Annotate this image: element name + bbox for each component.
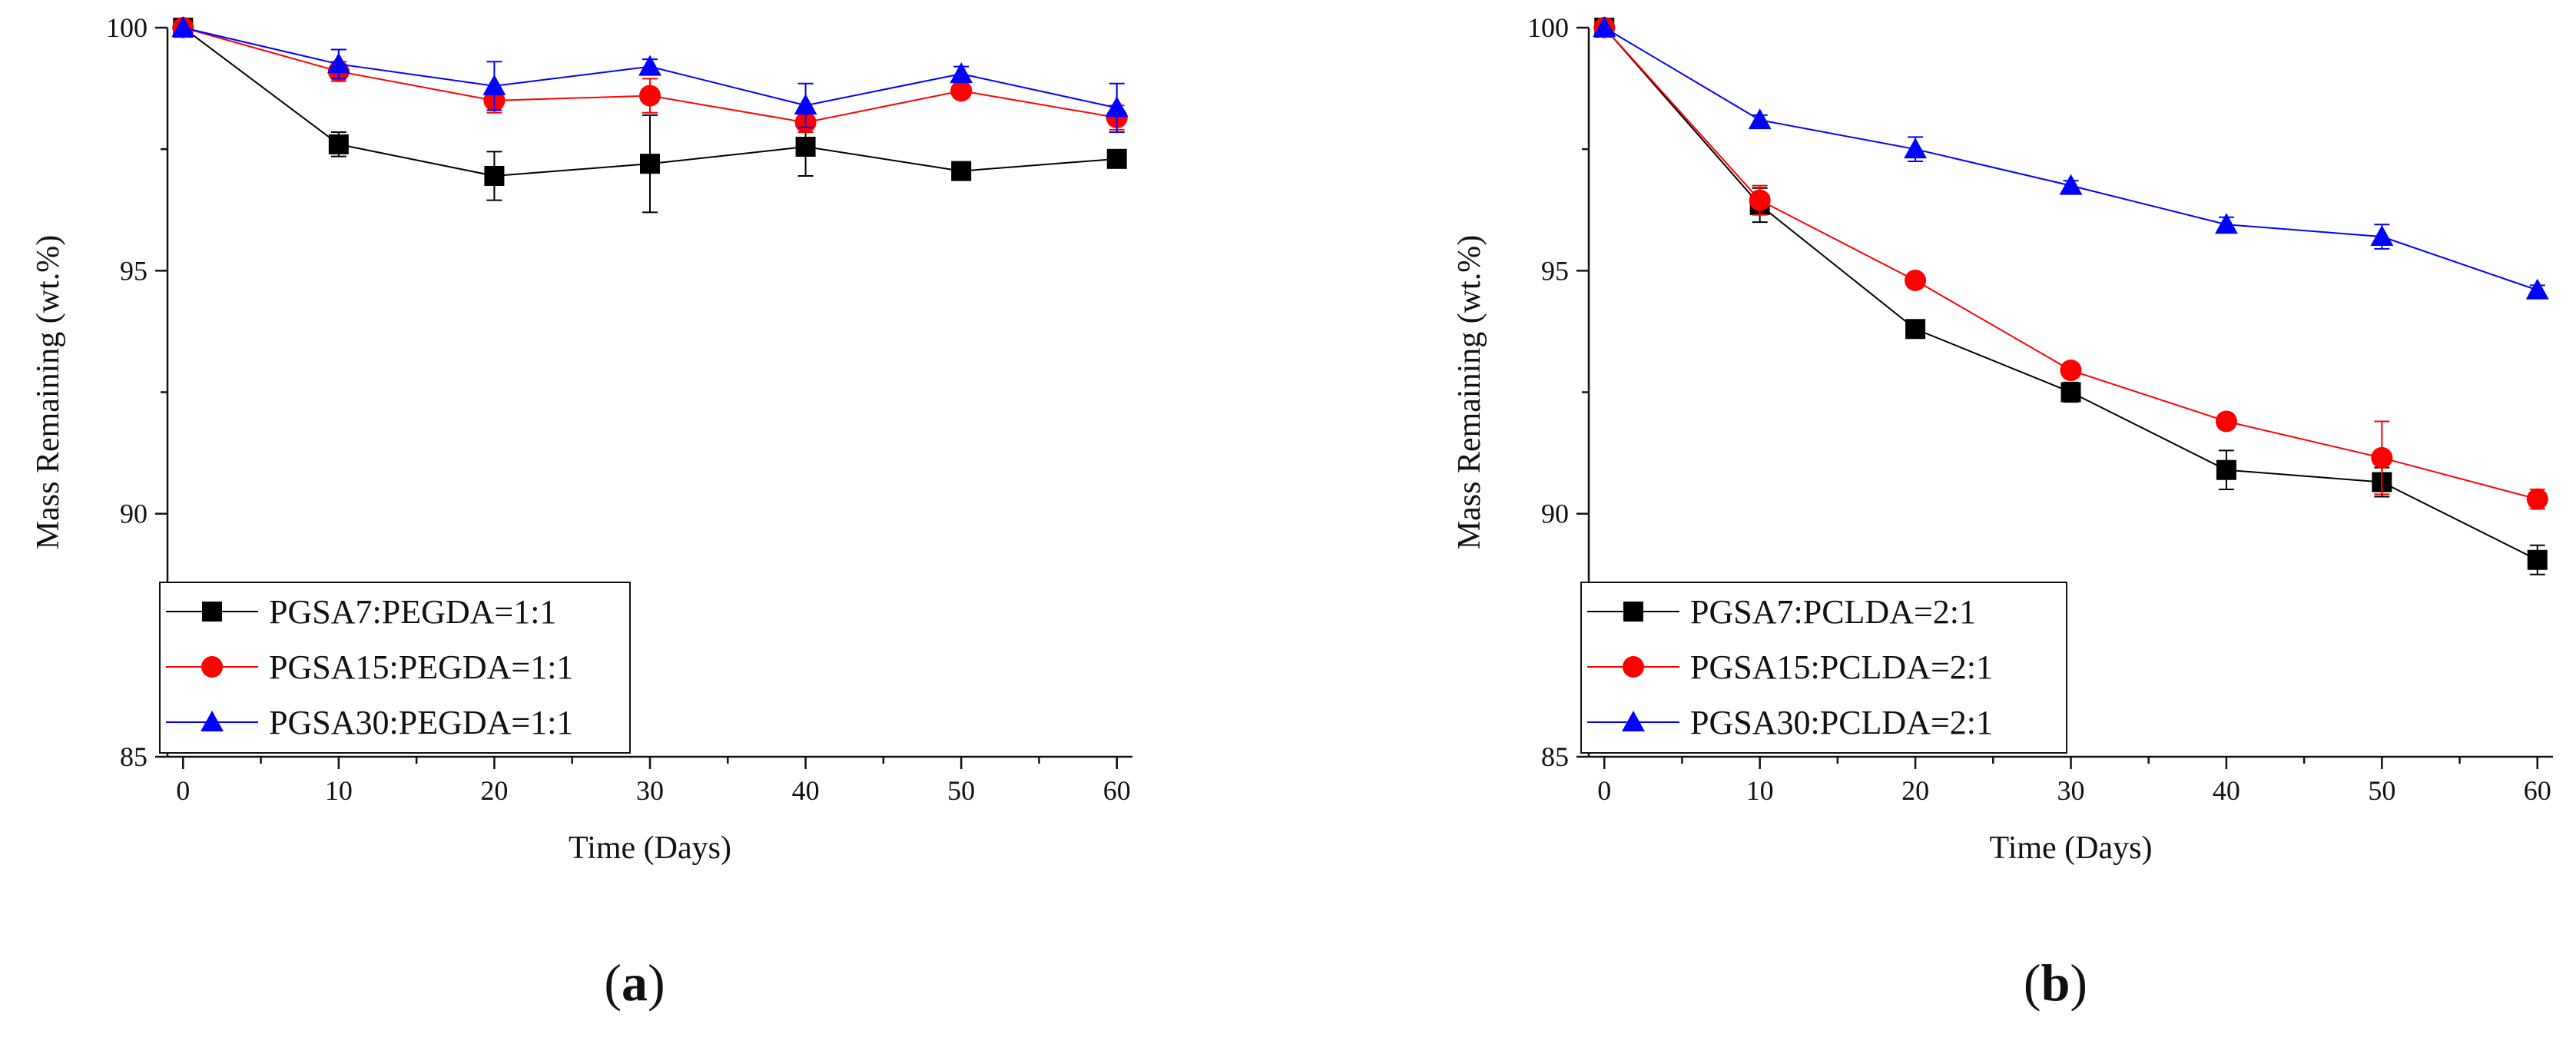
panel-label-close-paren: ) (2070, 953, 2087, 1012)
data-point (2526, 488, 2548, 510)
data-point (950, 62, 973, 84)
x-tick-label: 50 (947, 775, 975, 806)
x-axis-title: Time (Days) (1990, 831, 2153, 866)
x-tick-label: 40 (2213, 775, 2240, 806)
panel-label: (b) (2024, 953, 2087, 1012)
data-point (2060, 382, 2081, 403)
x-tick-label: 0 (1597, 775, 1611, 806)
chart-panel-a: 0 10 20 30 40 50 60 85 90 95 100 Time (Days) Mass Re… (31, 12, 1132, 1012)
data-point (1905, 269, 1927, 291)
y-tick-label: 95 (120, 255, 148, 286)
y-tick-label: 100 (106, 12, 148, 43)
data-point (2216, 459, 2236, 480)
data-point (950, 80, 973, 102)
data-point (2370, 225, 2394, 247)
legend-marker (202, 602, 222, 622)
legend-label: PGSA30:PEGDA=1:1 (269, 704, 573, 741)
legend-marker (201, 711, 224, 731)
data-point (639, 85, 661, 107)
y-tick-label: 85 (1541, 741, 1569, 772)
data-point (1748, 108, 1772, 130)
legend-label: PGSA7:PEGDA=1:1 (269, 593, 556, 631)
data-point (484, 165, 505, 186)
data-point (1105, 96, 1129, 118)
data-point (2527, 549, 2548, 570)
data-point (1905, 319, 1926, 340)
y-axis-title: Mass Remaining (wt.%) (31, 235, 66, 549)
data-point (2214, 213, 2238, 234)
legend-label: PGSA15:PCLDA=2:1 (1690, 648, 1993, 686)
data-point (2215, 410, 2237, 433)
y-tick-label: 100 (1527, 12, 1569, 43)
y-tick-label: 90 (1541, 499, 1569, 529)
x-tick-label: 30 (636, 775, 664, 806)
data-point (2371, 446, 2393, 469)
x-tick-label: 10 (1746, 775, 1774, 806)
legend-marker (1622, 711, 1645, 731)
panel-label-letter: b (2041, 953, 2070, 1012)
panel-label-open-paren: ( (604, 953, 622, 1012)
series-circle (1593, 17, 2548, 510)
x-tick-label: 20 (480, 775, 508, 806)
data-point (2060, 360, 2082, 382)
series-square (173, 18, 1127, 214)
x-tick-label: 10 (325, 775, 353, 806)
x-tick-label: 0 (176, 775, 190, 806)
panel-label-open-paren: ( (2024, 953, 2041, 1012)
x-tick-label: 40 (792, 775, 820, 806)
series-line (1603, 27, 2538, 561)
data-point (482, 74, 506, 95)
chart-panel-b: 0 10 20 30 40 50 60 85 90 95 100 Time (Days) Mass Re… (1452, 12, 2553, 1012)
data-point (640, 154, 660, 174)
x-tick-label: 50 (2368, 775, 2395, 806)
legend-label: PGSA7:PCLDA=2:1 (1690, 593, 1976, 631)
legend: PGSA7:PEGDA=1:1 PGSA15:PEGDA=1:1 PGSA30:PE… (159, 582, 631, 754)
x-tick-label: 60 (2524, 775, 2551, 806)
data-point (2059, 174, 2083, 195)
data-point (1593, 16, 1616, 37)
data-point (795, 137, 816, 157)
legend-marker (1623, 602, 1643, 622)
data-point (638, 55, 661, 76)
legend-label: PGSA30:PCLDA=2:1 (1690, 704, 1993, 741)
legend: PGSA7:PCLDA=2:1 PGSA15:PCLDA=2:1 PGSA30:PC… (1580, 582, 2067, 754)
panel-label: (a) (604, 953, 665, 1012)
legend-label: PGSA15:PEGDA=1:1 (269, 648, 573, 686)
x-tick-label: 30 (2057, 775, 2085, 806)
series-line (1603, 27, 2538, 291)
series-square (1594, 18, 2548, 575)
x-tick-label: 60 (1103, 775, 1131, 806)
legend-marker (1623, 656, 1644, 678)
data-point (1749, 189, 1771, 211)
data-point (2525, 278, 2549, 300)
series-line (1603, 27, 2538, 500)
x-axis-title: Time (Days) (569, 831, 731, 866)
data-point (171, 16, 195, 37)
series-triangle (1593, 16, 2549, 300)
y-axis-title: Mass Remaining (wt.%) (1452, 235, 1487, 549)
series-triangle (171, 16, 1129, 134)
data-point (951, 161, 972, 181)
panel-label-letter: a (622, 953, 648, 1012)
data-point (1904, 138, 1928, 159)
y-tick-label: 90 (120, 499, 148, 529)
legend-marker (201, 656, 223, 678)
data-point (1106, 148, 1127, 169)
data-point (327, 52, 350, 74)
x-tick-label: 20 (1901, 775, 1929, 806)
panel-label-close-paren: ) (648, 953, 665, 1012)
y-tick-label: 85 (120, 741, 148, 772)
data-point (794, 94, 817, 115)
y-tick-label: 95 (1541, 255, 1569, 286)
data-point (328, 134, 349, 154)
